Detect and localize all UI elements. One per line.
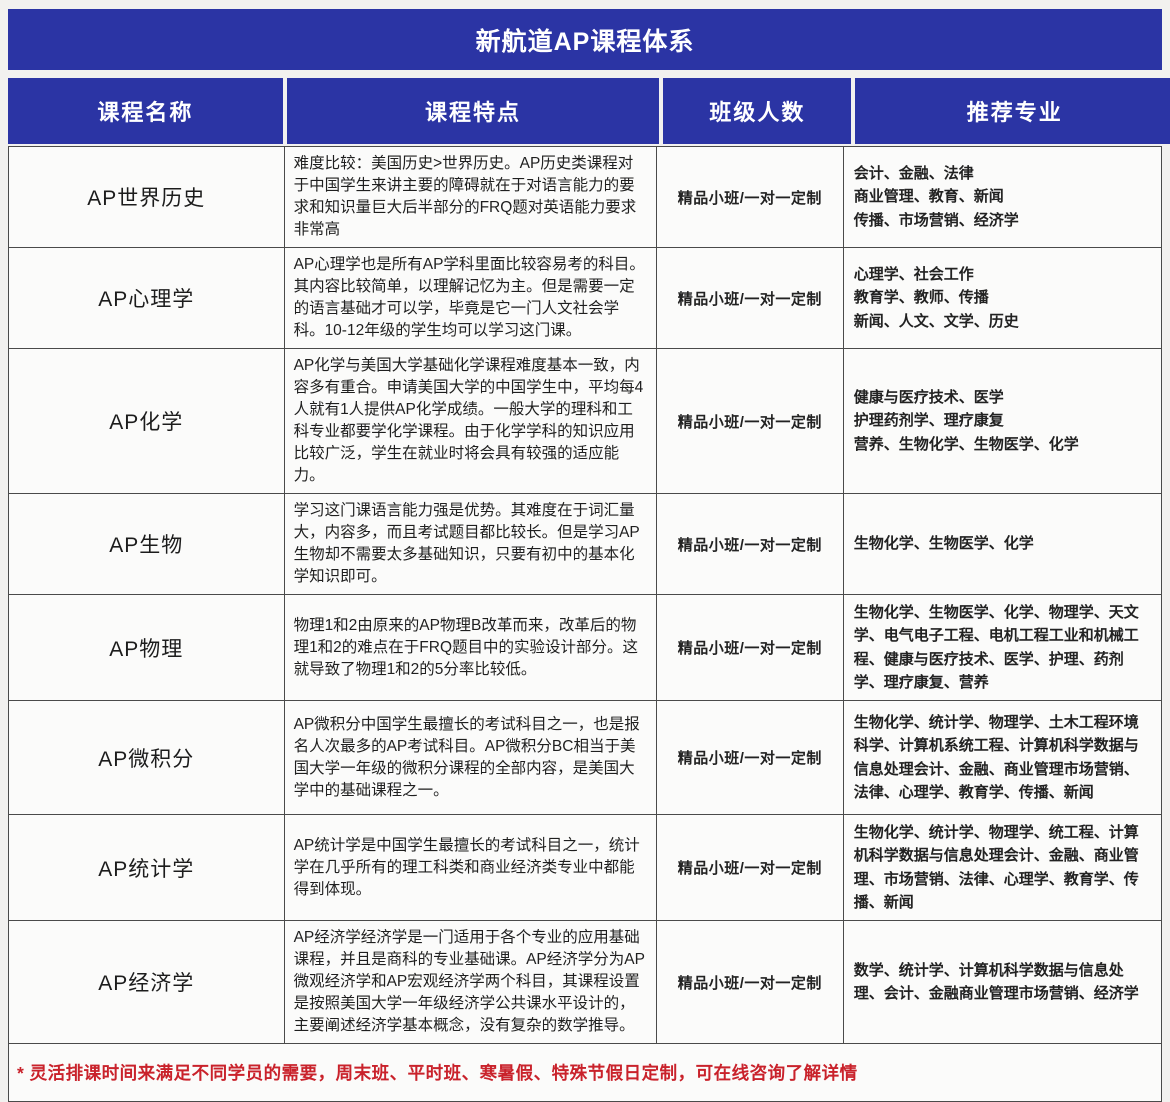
class-size-cell: 精品小班/一对一定制 (655, 814, 844, 921)
page-title: 新航道AP课程体系 (475, 27, 695, 56)
footnote-row: * 灵活排课时间来满足不同学员的需要，周末班、平时班、寒暑假、特殊节假日定制，可… (8, 1043, 1162, 1102)
course-features-cell: 物理1和2由原来的AP物理B改革而来，改革后的物理1和2的难点在于FRQ题目中的… (283, 594, 657, 701)
course-name-cell: AP心理学 (8, 247, 285, 349)
footnote-cell: * 灵活排课时间来满足不同学员的需要，周末班、平时班、寒暑假、特殊节假日定制，可… (8, 1043, 1162, 1102)
table-row: AP微积分 AP微积分中国学生最擅长的考试科目之一，也是报名人次最多的AP考试科… (8, 700, 1163, 815)
recommended-majors-cell: 生物化学、生物医学、化学 (842, 493, 1163, 595)
course-name-cell: AP统计学 (8, 814, 285, 921)
course-features-cell: 难度比较：美国历史>世界历史。AP历史类课程对于中国学生来讲主要的障碍就在于对语… (283, 146, 657, 248)
class-size-cell: 精品小班/一对一定制 (655, 920, 844, 1044)
ap-course-table: AP世界历史 难度比较：美国历史>世界历史。AP历史类课程对于中国学生来讲主要的… (8, 146, 1163, 1102)
class-size-cell: 精品小班/一对一定制 (655, 247, 844, 349)
table-row: AP统计学 AP统计学是中国学生最擅长的考试科目之一，统计学在几乎所有的理工科类… (8, 814, 1163, 921)
class-size-cell: 精品小班/一对一定制 (655, 348, 844, 494)
table-title-bar: 新航道AP课程体系 (8, 9, 1162, 70)
course-features-cell: AP心理学也是所有AP学科里面比较容易考的科目。其内容比较简单，以理解记忆为主。… (283, 247, 657, 349)
course-features-cell: AP化学与美国大学基础化学课程难度基本一致，内容多有重合。申请美国大学的中国学生… (283, 348, 657, 494)
table-row: AP物理 物理1和2由原来的AP物理B改革而来，改革后的物理1和2的难点在于FR… (8, 594, 1163, 701)
course-name-cell: AP化学 (8, 348, 285, 494)
recommended-majors-cell: 数学、统计学、计算机科学数据与信息处理、会计、金融商业管理市场营销、经济学 (842, 920, 1163, 1044)
table-header-row: 课程名称 课程特点 班级人数 推荐专业 (8, 78, 1170, 144)
course-features-cell: AP微积分中国学生最擅长的考试科目之一，也是报名人次最多的AP考试科目。AP微积… (283, 700, 657, 815)
class-size-cell: 精品小班/一对一定制 (655, 700, 844, 815)
column-header-course-features: 课程特点 (286, 78, 660, 144)
course-name-cell: AP经济学 (8, 920, 285, 1044)
class-size-cell: 精品小班/一对一定制 (655, 146, 844, 248)
recommended-majors-cell: 生物化学、生物医学、化学、物理学、天文学、电气电子工程、电机工程工业和机械工程、… (842, 594, 1163, 701)
class-size-cell: 精品小班/一对一定制 (655, 493, 844, 595)
course-features-cell: AP经济学经济学是一门适用于各个专业的应用基础课程，并且是商科的专业基础课。AP… (283, 920, 657, 1044)
recommended-majors-cell: 心理学、社会工作 教育学、教师、传播 新闻、人文、文学、历史 (842, 247, 1163, 349)
class-size-cell: 精品小班/一对一定制 (655, 594, 844, 701)
table-row: AP化学 AP化学与美国大学基础化学课程难度基本一致，内容多有重合。申请美国大学… (8, 348, 1163, 494)
column-header-recommended-majors: 推荐专业 (855, 78, 1170, 144)
footnote-text: * 灵活排课时间来满足不同学员的需要，周末班、平时班、寒暑假、特殊节假日定制，可… (17, 1063, 858, 1083)
table-row: AP世界历史 难度比较：美国历史>世界历史。AP历史类课程对于中国学生来讲主要的… (8, 146, 1163, 248)
recommended-majors-cell: 生物化学、统计学、物理学、土木工程环境科学、计算机系统工程、计算机科学数据与信息… (842, 700, 1163, 815)
table-row: AP生物 学习这门课语言能力强是优势。其难度在于词汇量大，内容多，而且考试题目都… (8, 493, 1163, 595)
column-header-class-size: 班级人数 (663, 78, 852, 144)
recommended-majors-cell: 会计、金融、法律 商业管理、教育、新闻 传播、市场营销、经济学 (842, 146, 1163, 248)
title-header-divider (8, 70, 1162, 78)
course-name-cell: AP世界历史 (8, 146, 285, 248)
table-row: AP经济学 AP经济学经济学是一门适用于各个专业的应用基础课程，并且是商科的专业… (8, 920, 1163, 1044)
course-features-cell: 学习这门课语言能力强是优势。其难度在于词汇量大，内容多，而且考试题目都比较长。但… (283, 493, 657, 595)
course-name-cell: AP物理 (8, 594, 285, 701)
course-name-cell: AP微积分 (8, 700, 285, 815)
table-row: AP心理学 AP心理学也是所有AP学科里面比较容易考的科目。其内容比较简单，以理… (8, 247, 1163, 349)
course-features-cell: AP统计学是中国学生最擅长的考试科目之一，统计学在几乎所有的理工科类和商业经济类… (283, 814, 657, 921)
recommended-majors-cell: 生物化学、统计学、物理学、统工程、计算机科学数据与信息处理会计、金融、商业管理、… (842, 814, 1163, 921)
course-name-cell: AP生物 (8, 493, 285, 595)
column-header-course-name: 课程名称 (8, 78, 283, 144)
recommended-majors-cell: 健康与医疗技术、医学 护理药剂学、理疗康复 营养、生物化学、生物医学、化学 (842, 348, 1163, 494)
